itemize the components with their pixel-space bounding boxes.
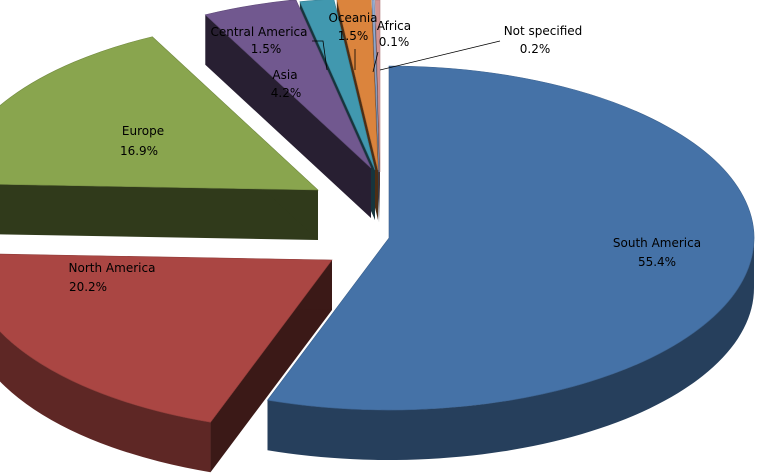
slice-side-north-america-rim-0 bbox=[0, 331, 211, 473]
slice-europe bbox=[0, 36, 319, 191]
label-central-america-value: 1.5% bbox=[251, 42, 282, 56]
data-labels: South America 55.4% North America 20.2% Euro… bbox=[69, 11, 702, 294]
label-north-america-name: North America bbox=[69, 261, 156, 275]
slice-side-europe-wall-0 bbox=[0, 184, 318, 240]
slice-side-south-america-rim-0 bbox=[267, 238, 754, 460]
label-oceania-value: 1.5% bbox=[338, 29, 369, 43]
slice-side-asia-wall-0 bbox=[205, 14, 371, 219]
label-europe-name: Europe bbox=[122, 124, 164, 138]
label-africa-name: Africa bbox=[377, 19, 411, 33]
label-asia-name: Asia bbox=[272, 68, 297, 82]
label-africa-value: 0.1% bbox=[379, 35, 410, 49]
leader-central-america bbox=[312, 40, 328, 71]
slice-side-north-america-wall-0 bbox=[210, 260, 332, 473]
leader-lines bbox=[312, 40, 501, 73]
label-oceania-name: Oceania bbox=[328, 11, 377, 25]
label-north-america-value: 20.2% bbox=[69, 280, 107, 294]
slice-tops bbox=[0, 0, 755, 423]
label-europe-value: 16.9% bbox=[120, 144, 158, 158]
slice-africa bbox=[371, 0, 380, 173]
leader-not-specified bbox=[379, 40, 501, 71]
slice-north-america bbox=[0, 253, 333, 423]
label-not-specified-value: 0.2% bbox=[520, 42, 551, 56]
slice-not-specified bbox=[375, 0, 381, 173]
label-not-specified-name: Not specified bbox=[504, 24, 583, 38]
label-south-america-value: 55.4% bbox=[638, 255, 676, 269]
slice-central-america bbox=[299, 0, 376, 171]
leader-africa bbox=[372, 51, 379, 73]
slice-oceania bbox=[336, 0, 379, 171]
label-south-america-name: South America bbox=[613, 236, 701, 250]
slice-south-america bbox=[266, 65, 755, 411]
label-asia-value: 4.2% bbox=[271, 86, 302, 100]
label-central-america-name: Central America bbox=[210, 25, 307, 39]
slice-asia bbox=[204, 0, 372, 169]
